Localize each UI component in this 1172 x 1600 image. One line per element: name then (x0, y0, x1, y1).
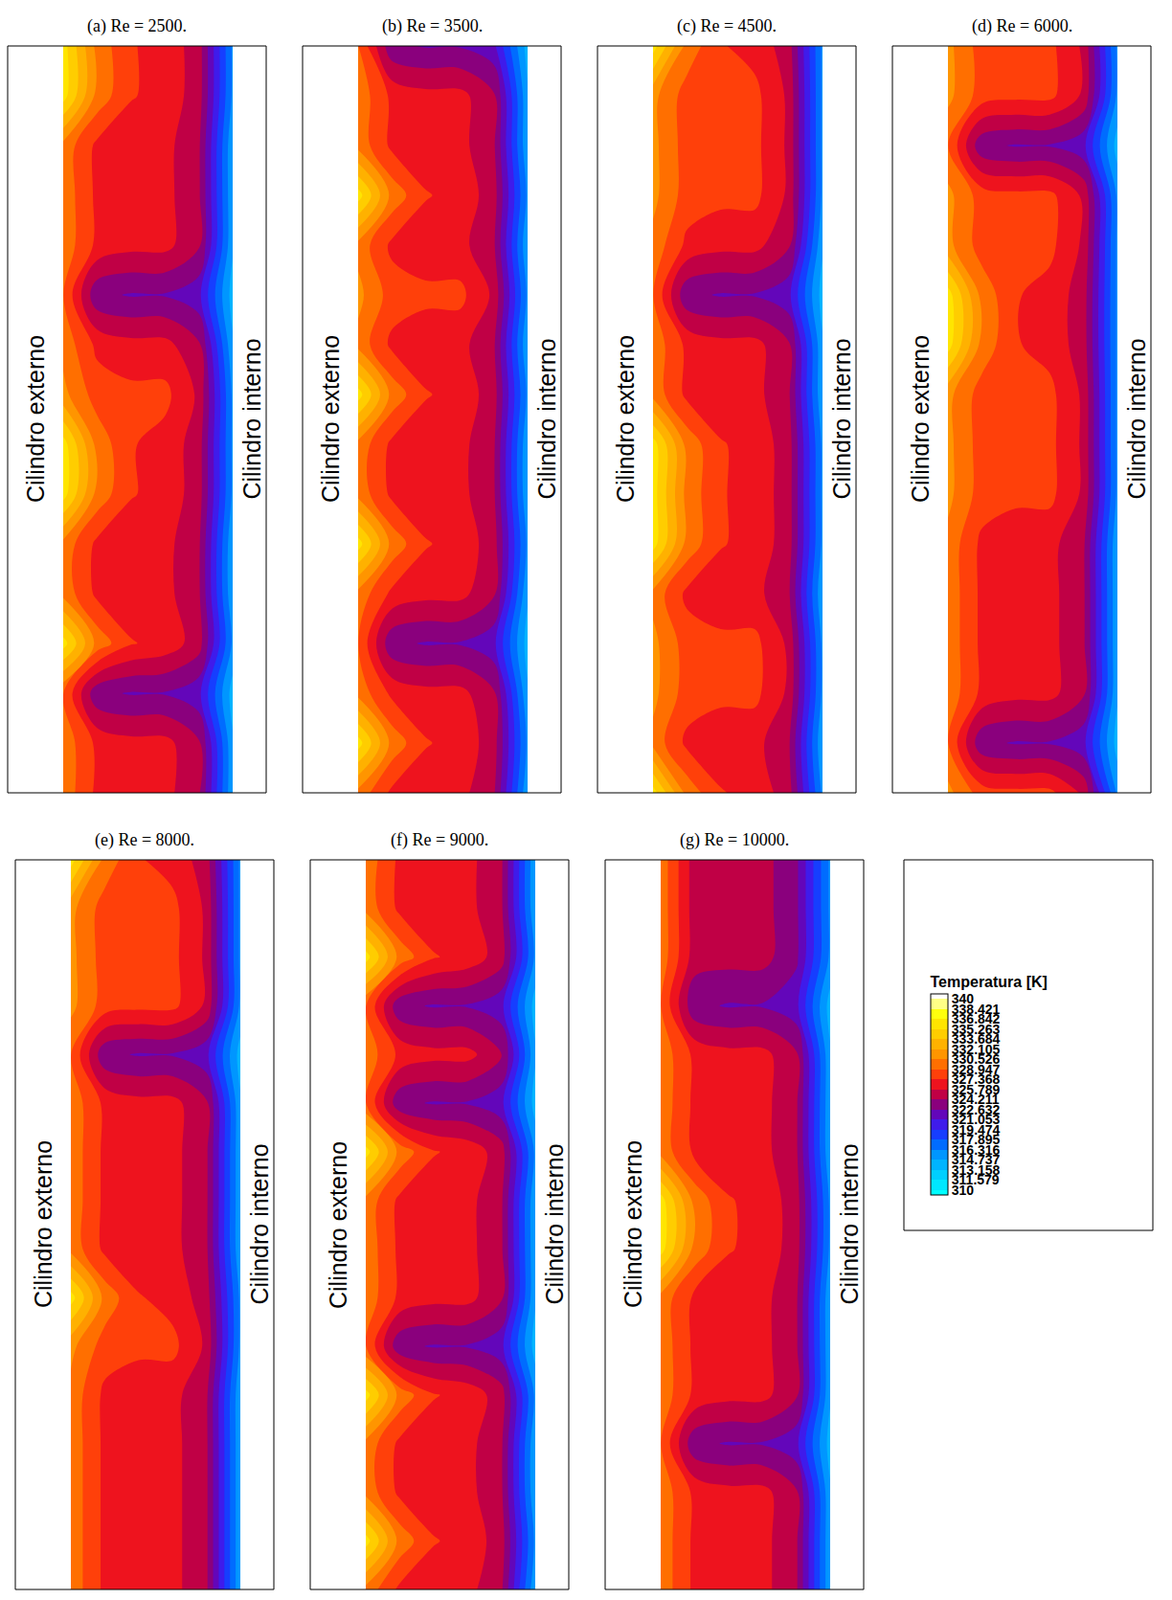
svg-text:332.105: 332.105 (951, 1041, 1001, 1058)
svg-text:310: 310 (951, 1182, 975, 1198)
svg-text:Cilindro interno: Cilindro interno (1123, 338, 1150, 499)
svg-text:313.158: 313.158 (951, 1162, 1001, 1178)
svg-text:319.474: 319.474 (951, 1122, 1001, 1138)
svg-text:316.316: 316.316 (951, 1142, 1001, 1158)
svg-text:321.053: 321.053 (951, 1111, 1001, 1127)
svg-text:(f) Re = 9000.: (f) Re = 9000. (390, 830, 489, 851)
svg-text:338.421: 338.421 (951, 1001, 1001, 1017)
svg-text:325.789: 325.789 (951, 1081, 1001, 1098)
svg-text:336.842: 336.842 (951, 1011, 1001, 1027)
svg-text:330.526: 330.526 (951, 1051, 1001, 1067)
svg-text:Cilindro interno: Cilindro interno (828, 338, 856, 499)
svg-text:(c) Re = 4500.: (c) Re = 4500. (676, 16, 777, 37)
svg-text:Cilindro externo: Cilindro externo (906, 335, 934, 503)
svg-text:311.579: 311.579 (951, 1172, 1000, 1188)
svg-text:333.684: 333.684 (951, 1031, 1001, 1047)
svg-text:Cilindro externo: Cilindro externo (316, 335, 344, 503)
svg-text:(g) Re = 10000.: (g) Re = 10000. (679, 830, 789, 851)
svg-text:324.211: 324.211 (951, 1091, 1000, 1107)
svg-text:Cilindro externo: Cilindro externo (619, 1140, 647, 1308)
svg-text:335.263: 335.263 (951, 1021, 1001, 1037)
svg-text:Cilindro interno: Cilindro interno (238, 338, 266, 499)
svg-text:Cilindro interno: Cilindro interno (835, 1143, 863, 1305)
svg-text:Cilindro externo: Cilindro externo (324, 1141, 352, 1309)
svg-text:327.368: 327.368 (951, 1071, 1001, 1087)
svg-text:322.632: 322.632 (951, 1102, 1001, 1118)
svg-text:Cilindro interno: Cilindro interno (533, 338, 561, 499)
svg-text:340: 340 (951, 991, 975, 1007)
svg-text:(b) Re = 3500.: (b) Re = 3500. (382, 16, 483, 37)
svg-text:Cilindro externo: Cilindro externo (611, 335, 639, 503)
svg-text:Temperatura [K]: Temperatura [K] (930, 973, 1048, 991)
svg-text:314.737: 314.737 (951, 1151, 1001, 1168)
svg-text:Cilindro interno: Cilindro interno (540, 1143, 568, 1305)
svg-text:Cilindro interno: Cilindro interno (246, 1143, 273, 1305)
svg-text:(a) Re = 2500.: (a) Re = 2500. (87, 16, 187, 37)
svg-text:(d) Re = 6000.: (d) Re = 6000. (971, 16, 1073, 37)
svg-text:328.947: 328.947 (951, 1061, 1001, 1078)
svg-text:Cilindro externo: Cilindro externo (22, 335, 49, 503)
svg-text:317.895: 317.895 (951, 1131, 1001, 1148)
svg-text:Cilindro externo: Cilindro externo (29, 1140, 57, 1308)
svg-text:(e) Re = 8000.: (e) Re = 8000. (94, 830, 195, 851)
